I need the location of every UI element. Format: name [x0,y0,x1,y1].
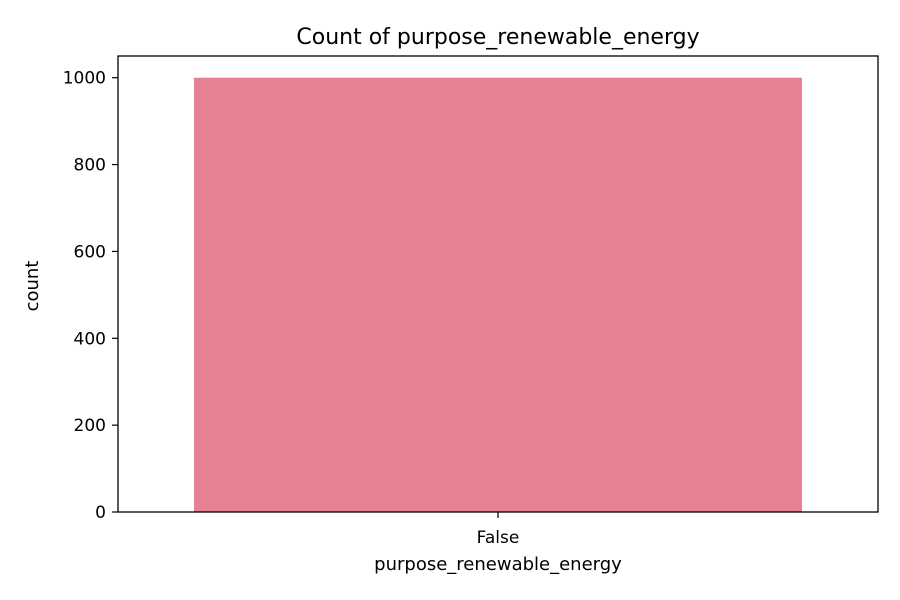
bars-layer [194,77,802,512]
y-tick-label: 200 [74,416,106,436]
chart-title: Count of purpose_renewable_energy [296,25,699,50]
y-tick-label: 0 [95,503,106,523]
y-tick-label: 400 [74,329,106,349]
y-tick-label: 600 [74,242,106,262]
y-tick-label: 800 [74,156,106,176]
y-tick-label: 1000 [63,69,106,89]
x-axis-label: purpose_renewable_energy [374,554,622,575]
x-tick-label: False [477,528,520,548]
x-ticks: False [477,512,520,548]
y-axis-label: count [22,261,43,312]
y-ticks: 0 200 400 600 800 1000 [63,69,118,523]
bar-false [194,77,802,512]
